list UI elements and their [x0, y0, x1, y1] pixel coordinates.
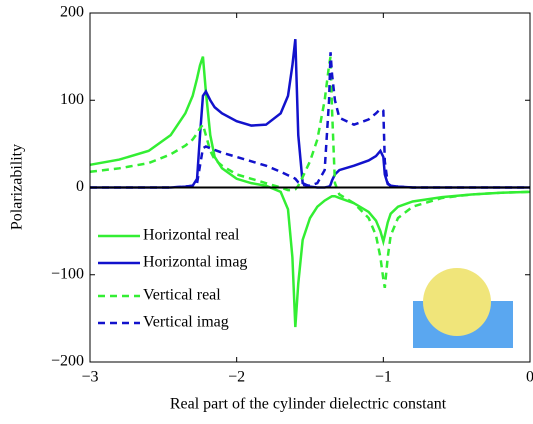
- series-line: [89, 56, 531, 328]
- legend-label: Vertical real: [143, 287, 221, 304]
- x-tick-label: −3: [81, 369, 98, 386]
- x-axis-label: Real part of the cylinder dielectric con…: [170, 396, 447, 413]
- series-line: [90, 39, 530, 189]
- legend-label: Horizontal imag: [143, 254, 247, 271]
- y-tick-label: −200: [51, 353, 84, 370]
- series-line: [89, 56, 531, 289]
- inset-cylinder: [423, 268, 491, 336]
- y-axis-label: Polarizability: [9, 144, 26, 230]
- legend-label: Horizontal real: [143, 227, 240, 244]
- x-tick-label: −2: [228, 369, 245, 386]
- y-tick-label: 0: [76, 178, 84, 195]
- x-tick-label: 0: [526, 369, 533, 386]
- legend-label: Vertical imag: [143, 314, 229, 331]
- y-tick-label: 200: [60, 4, 84, 21]
- y-tick-label: 100: [60, 91, 84, 108]
- series-line: [90, 52, 530, 189]
- x-tick-label: −1: [375, 369, 392, 386]
- y-tick-label: −100: [51, 265, 84, 282]
- plot-frame: [89, 12, 531, 363]
